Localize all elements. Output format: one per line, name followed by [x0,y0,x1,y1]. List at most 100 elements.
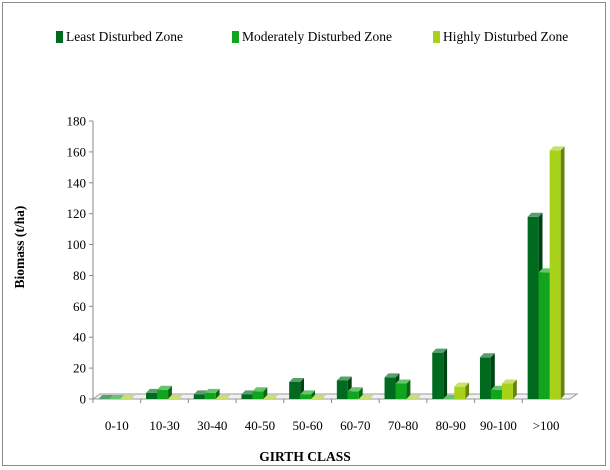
bar [501,379,517,399]
legend-item-moderately-disturbed: Moderately Disturbed Zone [232,29,392,45]
bar-top [549,146,565,151]
bar-side [215,388,220,399]
bar-top [527,212,543,217]
bar-side [168,385,172,399]
bar-top [289,378,304,383]
y-tick-label: 80 [73,268,86,283]
x-tick-label: 40-50 [245,418,275,433]
bar [358,395,374,399]
legend-label-least: Least Disturbed Zone [66,29,183,44]
bar-front [432,352,444,399]
bar-top [120,395,136,399]
x-tick-label: 90-100 [480,418,517,433]
legend-item-highly-disturbed: Highly Disturbed Zone [433,29,568,45]
bar-top [215,395,231,399]
x-tick-label: 50-60 [292,418,322,433]
y-tick-label: 120 [67,206,87,221]
bar-top [204,388,220,393]
legend-swatch-moderate [232,31,239,43]
x-tick-label: >100 [533,418,560,433]
x-tick-label: 80-90 [436,418,466,433]
bar-side [311,390,315,399]
bar [300,390,315,399]
x-tick-label: 30-40 [197,418,227,433]
bar-front [454,386,466,399]
bar [215,395,231,399]
legend-item-least-disturbed: Least Disturbed Zone [56,29,183,45]
y-tick-label: 180 [67,114,87,129]
bar-front [289,382,301,399]
bar [120,395,136,399]
bar [157,385,172,399]
x-tick-label: 70-80 [388,418,418,433]
bar-side [465,382,470,399]
bar-top [406,395,422,399]
x-tick-label: 0-10 [105,418,129,433]
bar-front [146,392,158,399]
bar-front [490,389,502,399]
bar-front [538,272,550,399]
bar [109,395,125,399]
y-tick-label: 40 [73,330,86,345]
y-tick-label: 140 [67,175,87,190]
bar-top [454,382,470,387]
bar-front [384,377,396,399]
bar-front [395,383,407,399]
bar-top [98,395,114,399]
bar-front [204,392,216,399]
bar [263,395,279,399]
legend-swatch-high [433,31,440,43]
x-tick-label: 60-70 [340,418,370,433]
bar-front [347,391,359,399]
bar-top [168,395,183,399]
bar-top [336,376,352,381]
bar-front [157,389,169,399]
bar-top [384,373,400,378]
y-tick-label: 0 [80,392,87,407]
bar-front [501,383,513,399]
bar-front [300,394,312,399]
bar [454,382,470,399]
x-tick-label: 10-30 [149,418,179,433]
bar-top [252,387,268,392]
bar-front [527,216,539,399]
bar-front [479,357,491,399]
bar-front [241,394,253,399]
bar-top [109,395,125,399]
bar-side [512,379,517,399]
bar-top [347,387,363,392]
y-tick-label: 20 [73,361,86,376]
bar [395,379,411,399]
x-axis-title: GIRTH CLASS [259,449,351,464]
bar [406,395,422,399]
bar-side [263,387,268,399]
bar [98,395,114,399]
bar [347,387,363,399]
legend-label-high: Highly Disturbed Zone [443,29,569,44]
bar-front [549,150,561,399]
bar-front [193,394,205,399]
bar [549,146,565,399]
bar-front [252,391,264,399]
bar [204,388,220,399]
y-tick-label: 60 [73,299,86,314]
bar-side [358,387,363,399]
bar [432,348,448,399]
bar-top [358,395,374,399]
bar-side [443,348,448,399]
bar-top [395,379,411,384]
bar-top [157,385,172,390]
bar-front [336,380,348,399]
bar [311,395,326,399]
bar-top [479,353,495,358]
bar-side [406,379,411,399]
bar-top [300,390,315,395]
y-tick-label: 160 [67,144,87,159]
bar-top [432,348,448,353]
bar [168,395,183,399]
y-tick-label: 100 [67,237,87,252]
bar-top [311,395,326,399]
legend-label-moderate: Moderately Disturbed Zone [242,29,392,44]
legend-swatch-least [56,31,63,43]
